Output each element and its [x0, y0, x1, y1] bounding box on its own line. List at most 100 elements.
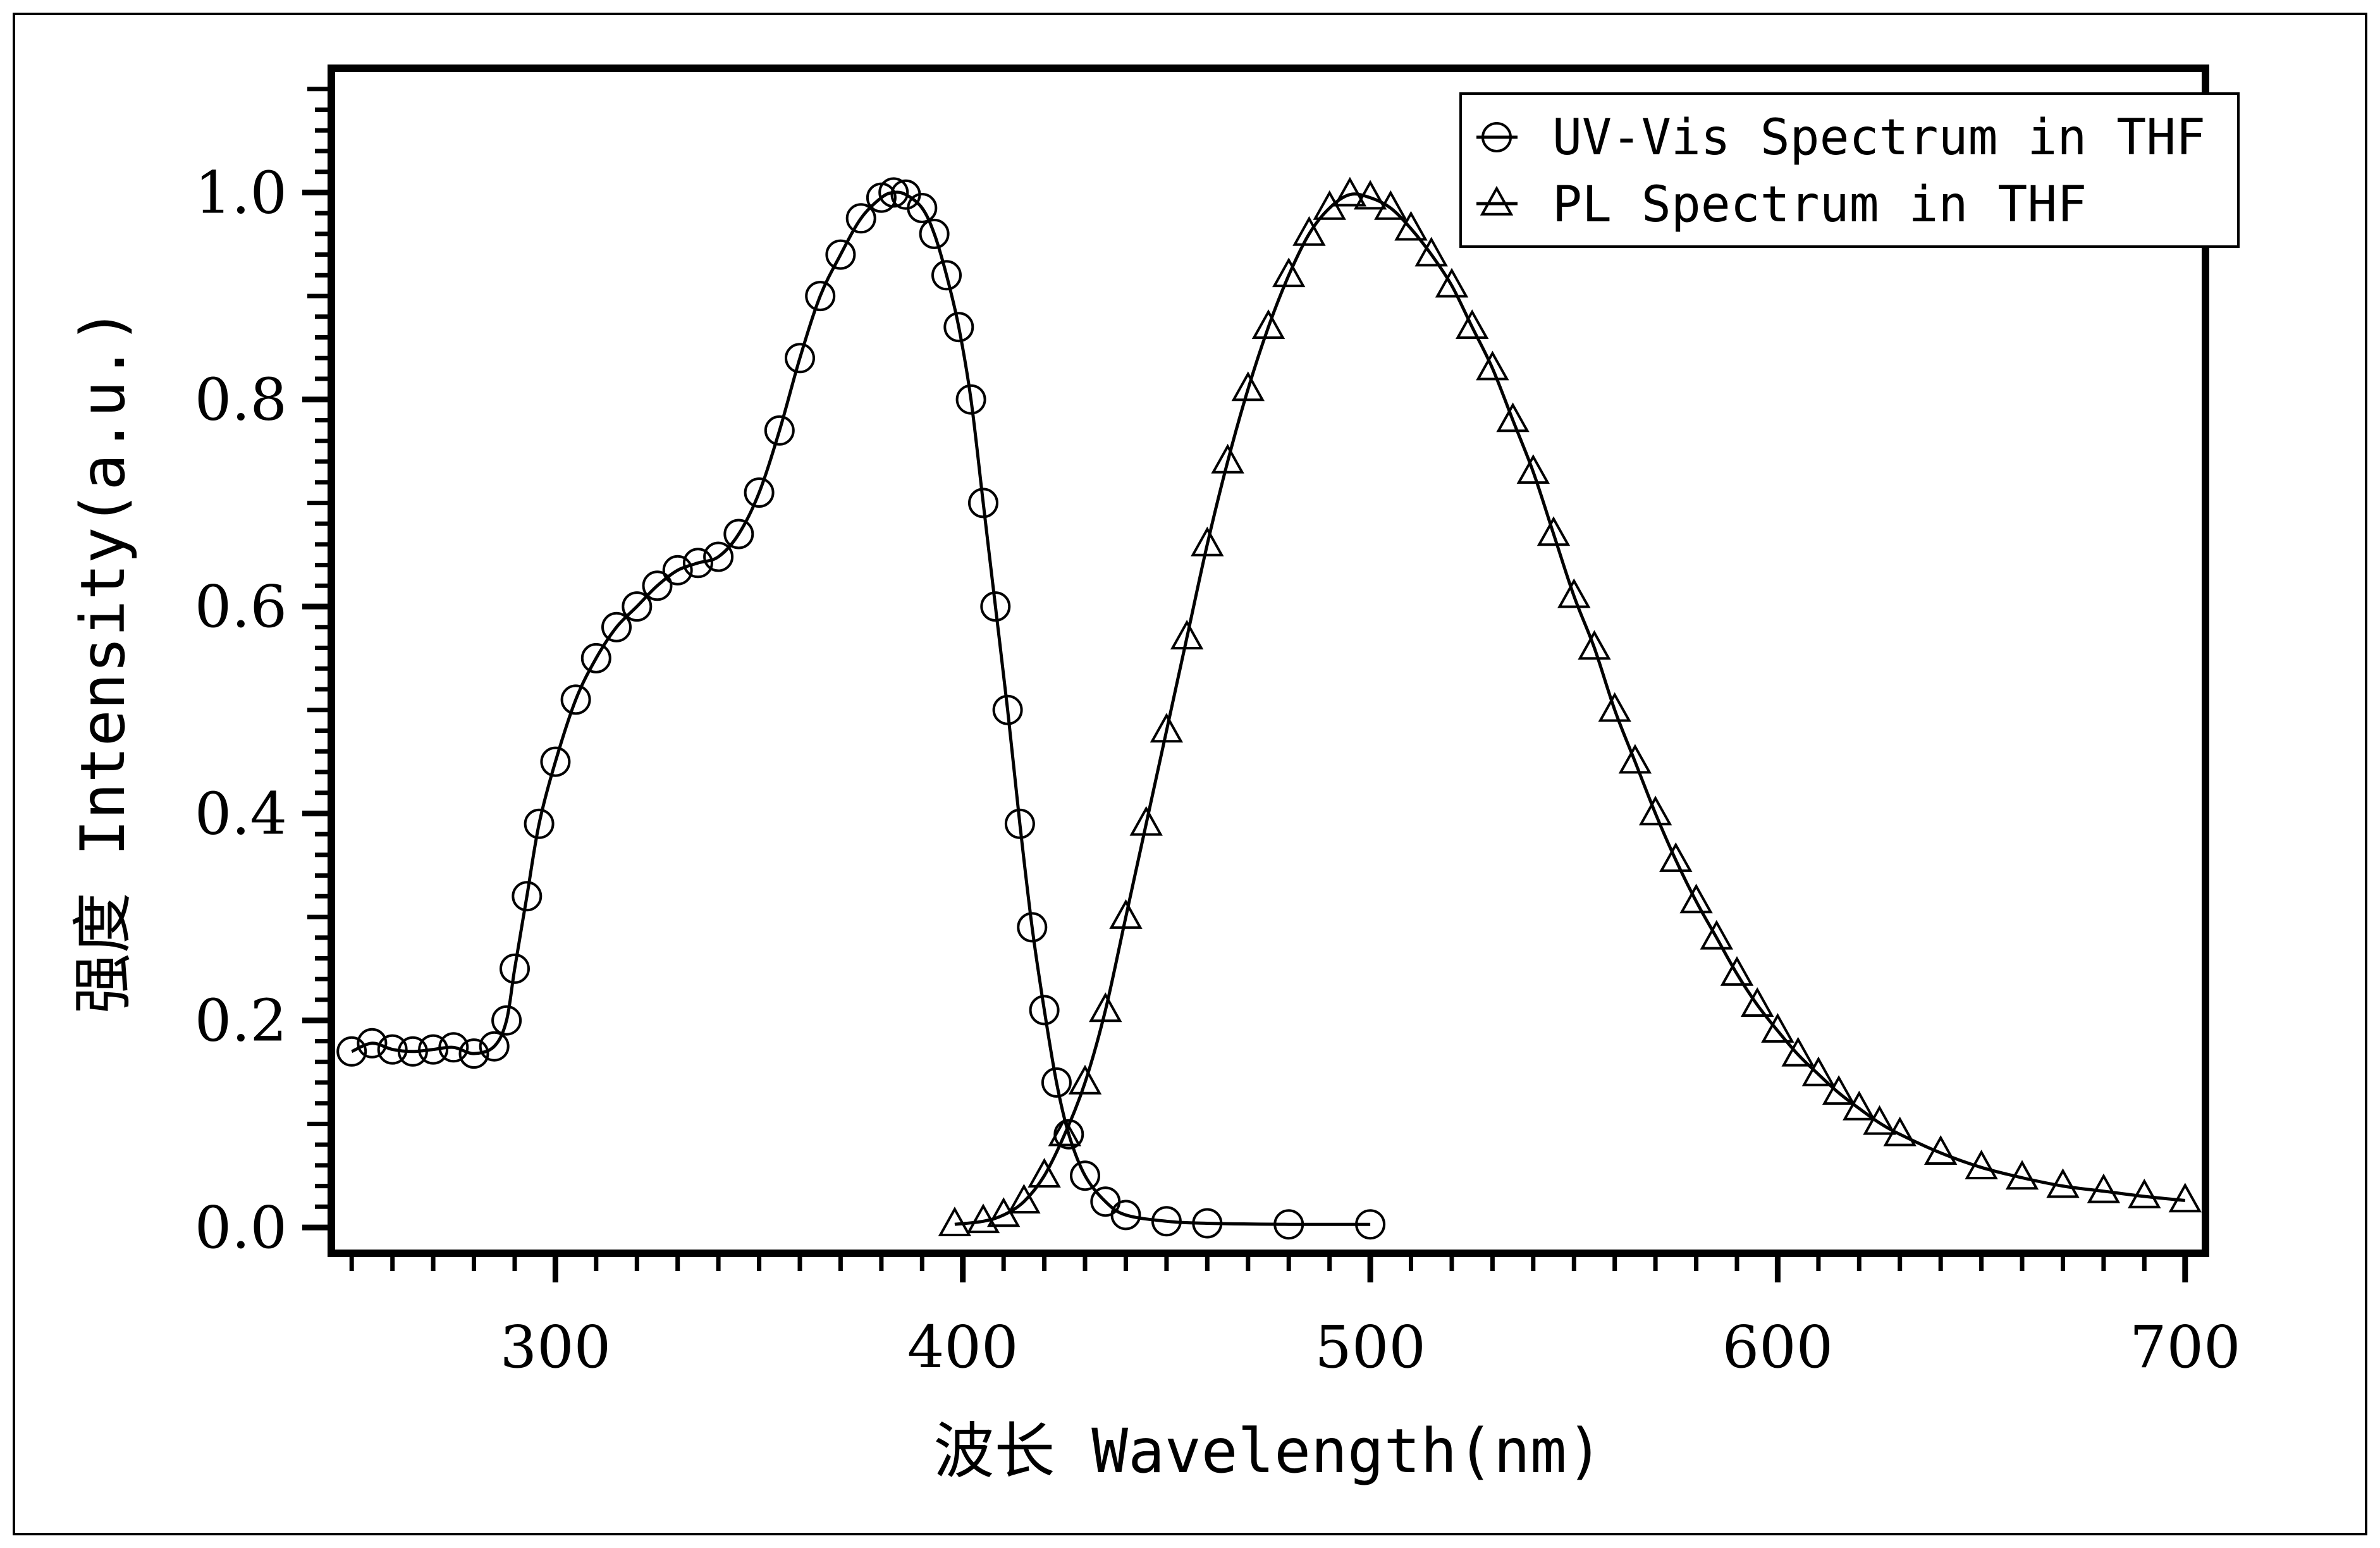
data-point-pl	[1333, 176, 1367, 207]
data-point-pl	[1027, 1158, 1061, 1188]
data-point-pl	[1863, 1105, 1896, 1135]
series-pl	[938, 176, 2202, 1236]
data-point-pl	[1618, 744, 1652, 774]
x-tick-label: 600	[1722, 1313, 1834, 1381]
data-point-uv-vis	[418, 1034, 449, 1065]
data-point-pl	[1191, 526, 1224, 556]
series-uv-vis	[336, 177, 1386, 1240]
data-point-pl	[1211, 443, 1244, 474]
data-point-pl	[1923, 1135, 1958, 1165]
data-point-uv-vis	[744, 477, 775, 508]
legend-marker-uv-vis	[1476, 122, 1518, 152]
data-point-pl	[2005, 1160, 2039, 1190]
data-point-pl	[1638, 796, 1672, 826]
x-tick-label: 300	[500, 1313, 611, 1381]
data-point-pl	[1007, 1184, 1041, 1213]
data-point-uv-vis	[397, 1036, 428, 1067]
data-point-uv-vis	[377, 1034, 408, 1065]
y-axis-label: 强度 Intensity(a.u.)	[68, 308, 138, 1014]
data-point-pl	[1374, 190, 1408, 220]
data-point-pl	[2128, 1178, 2161, 1208]
data-point-uv-vis	[1273, 1209, 1304, 1240]
data-point-uv-vis	[1192, 1208, 1223, 1239]
data-point-uv-vis	[479, 1031, 510, 1062]
data-point-uv-vis	[955, 384, 986, 415]
x-axis-label: 波长 Wavelength(nm)	[934, 1416, 1604, 1487]
legend-box	[1459, 92, 2240, 248]
x-tick-label: 400	[907, 1313, 1019, 1381]
x-tick-label: 500	[1315, 1313, 1426, 1381]
data-point-pl	[2168, 1182, 2202, 1213]
data-point-pl	[1557, 578, 1591, 608]
data-point-pl	[1578, 630, 1611, 660]
data-point-pl	[1720, 956, 1754, 986]
data-point-pl	[2046, 1168, 2080, 1198]
data-point-uv-vis	[1041, 1067, 1072, 1098]
data-point-uv-vis	[524, 808, 555, 839]
data-point-pl	[1781, 1036, 1815, 1067]
data-point-pl	[1883, 1116, 1917, 1146]
data-point-pl	[1496, 402, 1530, 433]
data-point-pl	[1048, 1116, 1082, 1146]
data-point-pl	[1109, 899, 1143, 929]
data-point-uv-vis	[601, 611, 632, 642]
tick-layer: 300 400 500 600 700 0.0 0.2 0.4 0.6 0.8 1.0	[195, 87, 2241, 1381]
data-point-uv-vis	[491, 1005, 522, 1036]
data-point-uv-vis	[540, 746, 571, 777]
data-point-uv-vis	[580, 642, 611, 673]
data-point-uv-vis	[980, 591, 1011, 622]
data-point-pl	[1537, 516, 1571, 546]
y-tick-label: 0.0	[195, 1194, 287, 1262]
data-point-pl	[1598, 692, 1631, 722]
data-point-uv-vis	[785, 343, 815, 374]
data-point-pl	[1822, 1075, 1856, 1105]
data-point-pl	[1129, 806, 1163, 836]
y-tick-label: 0.6	[195, 573, 287, 641]
data-point-pl	[966, 1203, 1000, 1234]
legend: UV-Vis Spectrum in THF PL Spectrum in TH…	[1459, 92, 2240, 248]
data-point-uv-vis	[968, 488, 998, 519]
data-point-uv-vis	[943, 312, 974, 343]
data-point-pl	[1740, 987, 1774, 1017]
legend-marker-pl	[1476, 185, 1518, 216]
data-point-pl	[1455, 309, 1489, 339]
data-point-pl	[1251, 309, 1285, 339]
data-point-pl	[938, 1207, 972, 1236]
data-point-uv-vis	[500, 953, 530, 984]
data-point-uv-vis	[336, 1036, 367, 1067]
data-point-uv-vis	[682, 548, 713, 579]
data-point-pl	[1170, 620, 1204, 649]
data-point-uv-vis	[907, 193, 938, 223]
data-point-pl	[1414, 236, 1448, 267]
data-point-pl	[1843, 1090, 1876, 1121]
data-point-uv-vis	[1110, 1200, 1141, 1231]
data-point-uv-vis	[622, 591, 653, 622]
data-point-pl	[1068, 1064, 1102, 1095]
data-point-pl	[1435, 267, 1469, 298]
data-point-pl	[1353, 180, 1387, 210]
data-point-pl	[1761, 1013, 1794, 1043]
data-point-uv-vis	[1004, 808, 1035, 839]
legend-symbol-uv-vis	[1481, 122, 1512, 152]
y-tick-label: 0.4	[195, 780, 287, 847]
data-point-pl	[1150, 713, 1184, 743]
data-point-uv-vis	[357, 1028, 388, 1059]
data-point-pl	[1659, 842, 1693, 872]
data-point-uv-vis	[512, 881, 543, 912]
data-point-pl	[1700, 919, 1734, 950]
data-point-uv-vis	[845, 203, 876, 234]
plot-area-frame	[328, 64, 2209, 1257]
data-point-uv-vis	[438, 1032, 469, 1063]
data-point-pl	[1272, 257, 1306, 288]
data-point-pl	[1516, 454, 1550, 484]
data-point-pl	[1089, 992, 1122, 1023]
data-point-uv-vis	[931, 260, 962, 291]
y-tick-label: 1.0	[195, 159, 287, 226]
data-point-pl	[1801, 1056, 1836, 1086]
data-point-uv-vis	[458, 1038, 489, 1069]
data-point-uv-vis	[662, 555, 693, 586]
data-point-uv-vis	[992, 694, 1023, 725]
data-point-pl	[1476, 350, 1509, 381]
outer-frame	[13, 13, 2367, 1535]
